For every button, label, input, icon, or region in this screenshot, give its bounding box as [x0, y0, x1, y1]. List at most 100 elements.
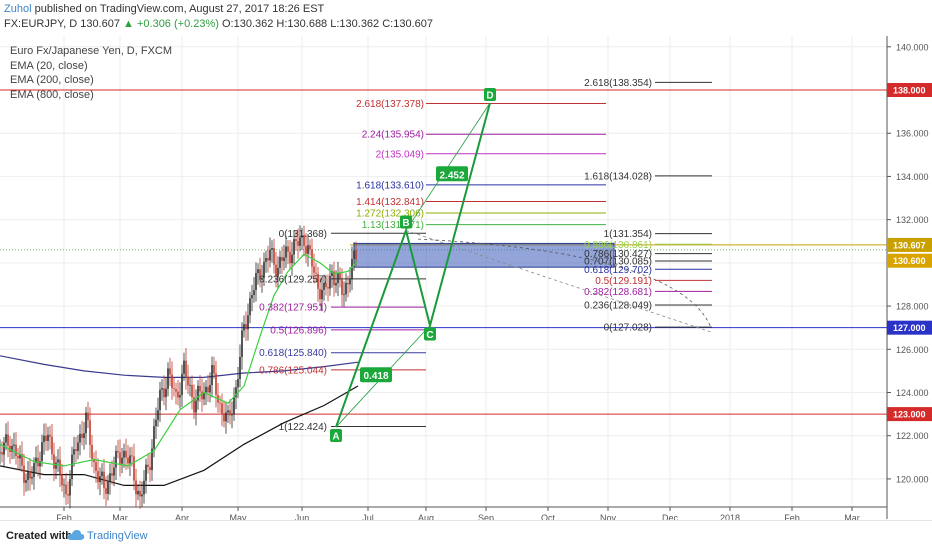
x-tick-label: Mar — [844, 513, 860, 520]
candle-body — [27, 471, 29, 481]
candle-body — [73, 449, 75, 455]
candle-body — [309, 245, 311, 250]
candle-body — [19, 454, 21, 459]
fib-projection-label: 0.886(130.861) — [584, 240, 652, 251]
candle-body — [355, 250, 357, 260]
candle-body — [281, 256, 283, 261]
candle-body — [105, 488, 107, 494]
fib-extension-label: 1.272(132.306) — [356, 209, 424, 220]
candle-body — [305, 246, 307, 254]
ema800-line — [0, 385, 359, 486]
candle-body — [23, 465, 25, 483]
publish-info: published on TradingView.com, August 27,… — [31, 3, 325, 15]
x-tick-label: Nov — [600, 513, 617, 520]
candle-body — [237, 379, 239, 388]
candle-body — [255, 273, 257, 291]
candle-body — [5, 434, 7, 443]
candle-body — [269, 249, 271, 261]
candle-body — [275, 264, 277, 277]
y-tick-label: 120.000 — [896, 474, 929, 484]
candle-body — [219, 402, 221, 404]
pattern-point-label: A — [332, 432, 339, 443]
candle-body — [297, 241, 299, 246]
y-tick-label: 136.000 — [896, 129, 929, 139]
candle-body — [273, 248, 275, 265]
candle-body — [97, 471, 99, 483]
candle-body — [75, 449, 77, 452]
candle-body — [249, 298, 251, 316]
candle-body — [303, 235, 305, 247]
price-change: ▲ +0.306 (+0.23%) — [123, 18, 219, 30]
candle-body — [189, 384, 191, 386]
candle-body — [87, 412, 89, 421]
chart-legend: Euro Fx/Japanese Yen, D, FXCM EMA (20, c… — [10, 44, 172, 102]
x-tick-label: Apr — [175, 513, 189, 520]
candle-body — [205, 386, 207, 393]
candle-body — [327, 287, 329, 289]
candle-body — [293, 239, 295, 255]
candle-body — [7, 434, 9, 446]
candle-body — [333, 271, 335, 286]
candle-body — [295, 239, 297, 242]
publish-header: Zuhol published on TradingView.com, Augu… — [4, 3, 324, 15]
x-tick-label: Jun — [295, 513, 310, 520]
candle-body — [221, 403, 223, 414]
price-chart[interactable]: 120.000122.000124.000126.000128.000130.0… — [0, 36, 932, 520]
symbol-info: FX:EURJPY, D 130.607 — [4, 18, 120, 30]
candle-body — [81, 433, 83, 439]
candle-body — [53, 454, 55, 469]
candle-body — [231, 414, 233, 416]
candle-body — [331, 271, 333, 277]
candle-body — [315, 272, 317, 274]
candle-body — [265, 258, 267, 262]
candle-body — [51, 436, 53, 455]
candle-body — [159, 389, 161, 411]
candle-body — [85, 412, 87, 434]
price-level-tag — [887, 83, 932, 98]
fib-projection-label: 2.618(138.354) — [584, 78, 652, 89]
x-tick-label: May — [229, 513, 247, 520]
candle-body — [69, 479, 71, 496]
candle-body — [163, 388, 165, 398]
candle-body — [31, 476, 33, 479]
fib-projection-label: 0.707(130.085) — [584, 257, 652, 268]
author-link[interactable]: Zuhol — [4, 3, 32, 15]
candle-body — [131, 455, 133, 457]
candle-body — [335, 283, 337, 286]
tradingview-brand[interactable]: TradingView — [87, 530, 148, 542]
legend-ema20: EMA (20, close) — [10, 59, 88, 72]
candle-body — [83, 433, 85, 439]
x-tick-label: Sep — [478, 513, 494, 520]
candle-body — [201, 391, 203, 400]
candle-body — [347, 282, 349, 285]
candle-body — [77, 442, 79, 452]
candle-body — [67, 494, 69, 496]
candle-body — [191, 384, 193, 398]
candle-body — [47, 434, 49, 441]
price-level-tag — [887, 407, 932, 422]
candle-body — [13, 444, 15, 446]
candle-body — [291, 254, 293, 264]
candle-body — [197, 385, 199, 401]
price-level-tag-label: 138.000 — [893, 86, 926, 96]
candle-body — [139, 490, 141, 497]
candle-body — [283, 257, 285, 261]
pattern-point-badge — [424, 327, 436, 341]
candle-body — [345, 282, 347, 295]
candle-body — [165, 388, 167, 398]
last-price-tag — [887, 237, 932, 252]
candle-body — [15, 444, 17, 457]
candle-body — [321, 289, 323, 300]
candle-body — [113, 467, 115, 476]
projection-dashed-curve — [417, 238, 712, 328]
candle-body — [215, 373, 217, 395]
candle-body — [287, 246, 289, 252]
legend-ema200: EMA (200, close) — [10, 74, 94, 86]
candle-body — [63, 484, 65, 486]
candle-body — [101, 471, 103, 477]
candle-body — [259, 269, 261, 280]
fib-projection-label: 0.236(128.049) — [584, 301, 652, 312]
fib-projection-label: 0(127.028) — [604, 323, 652, 334]
fib-retracement-label: 0.618(125.840) — [259, 348, 327, 359]
fib-extension-label: 2.24(135.954) — [362, 130, 424, 141]
